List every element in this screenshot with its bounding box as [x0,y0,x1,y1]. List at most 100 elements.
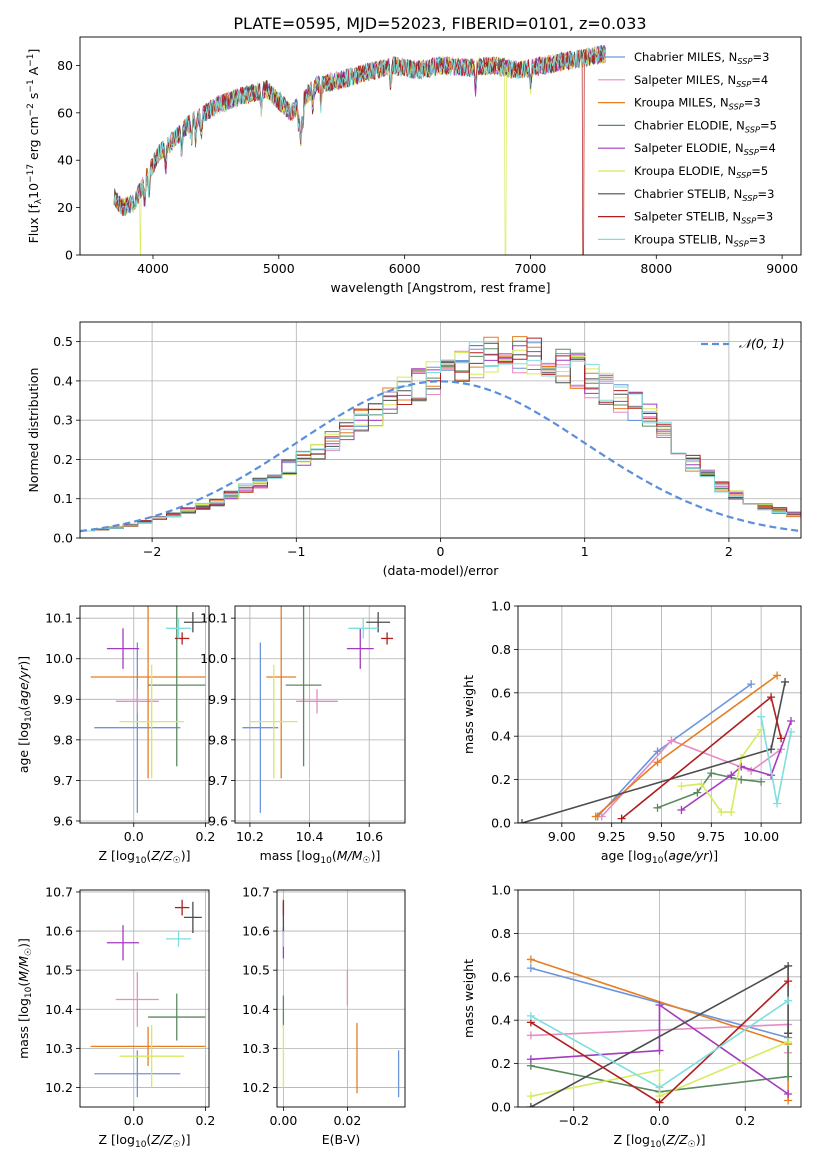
x-tick-label: 10.4 [296,829,324,844]
x-axis-label: Z [log10(Z/Z☉)] [614,1132,706,1150]
spectrum-legend: Chabrier MILES, NSSP=3 Salpeter MILES, NS… [598,50,777,248]
mass-vs-metallicity-panel: 0.0 0.2 10.2 10.3 10.4 10.5 10.6 10.7 Z [log10(Z… [16,884,215,1150]
errorbar-kroupa-miles [90,606,206,779]
errorbar-salpeter-elodie [346,628,374,669]
x-tick-label: 10.6 [355,829,383,844]
errorbar-kroupa-miles [90,1026,206,1066]
histograms [80,336,801,538]
y-tick-label: 0.5 [53,334,73,349]
weight-marker-chabrier-elodie [737,775,746,784]
grid [80,606,209,823]
grid [80,890,209,1107]
weight-line-salpeter-miles [601,739,782,818]
error-bars [90,899,206,1098]
mass-vs-ebv-panel: 0.00 0.02 10.2 10.3 10.4 10.5 10.6 10.7 E(B-V) [242,884,406,1147]
y-tick-label: 0.8 [491,926,511,941]
y-tick-label: 10.2 [242,1080,270,1095]
weight-marker-salpeter-elodie [655,1001,664,1010]
errorbar-chabrier-stelib [183,612,202,633]
x-axis-label: E(B-V) [322,1132,361,1147]
errorbar-kroupa-stelib [166,931,192,947]
ticks: 4000 5000 6000 7000 8000 9000 0 20 40 60 80 [57,58,798,276]
weight-marker-chabrier-stelib [784,1029,793,1038]
y-tick-label: 10.6 [45,924,73,939]
y-tick-label: 80 [57,58,73,73]
x-tick-label: 7000 [515,261,547,276]
y-tick-label: 9.8 [53,732,73,747]
y-tick-label: 0 [65,248,73,263]
y-tick-label: 9.9 [208,692,228,707]
y-tick-label: 9.6 [53,813,73,828]
axes-frame [234,605,406,824]
y-tick-label: 9.8 [208,732,228,747]
y-axis-label: Flux [fλ10−17 erg cm−2 s−1 A−1] [26,49,44,244]
x-tick-label: 10.2 [236,829,264,844]
x-tick-label: 9.75 [697,829,725,844]
ticks: 0.0 0.2 10.2 10.3 10.4 10.5 10.6 10.7 [45,884,215,1128]
errorbar-chabrier-stelib [366,612,391,633]
error-bars [90,606,206,813]
errorbar-chabrier-miles [94,1050,181,1098]
weight-line-salpeter-elodie [530,1003,789,1095]
x-tick-label: 9.00 [548,829,576,844]
y-tick-label: 10.0 [200,651,228,666]
y-tick-label: 0.0 [491,816,511,831]
legend-entry: Chabrier MILES, NSSP=3 [634,50,769,66]
weight-marker-salpeter-miles [526,1031,535,1040]
errorbar-chabrier-elodie [285,606,322,767]
weight-marker-kroupa-stelib [787,727,796,736]
age-vs-metallicity-panel: 0.0 0.2 9.6 9.7 9.8 9.9 10.0 10.1 Z [log10(Z/Z☉)… [16,605,215,866]
ticks: 9.00 9.25 9.50 9.75 10.00 0.0 0.2 0.4 0.6 0.8 1.0 [491,599,779,845]
weight-lines [526,955,793,1107]
errorbar-salpeter-stelib [174,632,190,645]
errorbar-salpeter-elodie [106,628,140,669]
errorbar-chabrier-miles [94,642,181,813]
x-tick-label: 10.00 [743,829,779,844]
x-tick-label: −2 [143,544,161,559]
weight-marker-salpeter-elodie [526,1055,535,1064]
x-axis-label: Z [log10(Z/Z☉)] [99,848,191,866]
weight-marker-kroupa-elodie [526,1092,535,1101]
legend-entry: Salpeter STELIB, NSSP=3 [634,210,773,226]
errorbar-kroupa-stelib [166,618,192,639]
weight-lines [518,671,796,823]
error-bars [242,606,394,813]
weight-marker-chabrier-stelib [781,677,790,686]
spectrum-kroupa-stelib [113,46,606,216]
y-tick-label: 0.3 [53,413,73,428]
y-tick-label: 10.0 [45,651,73,666]
weight-marker-kroupa-stelib [773,799,782,808]
errorbar-kroupa-stelib [348,618,379,639]
weight-line-chabrier-elodie [530,1033,789,1093]
weight-marker-salpeter-stelib [777,734,786,743]
errorbar-chabrier-elodie [148,993,206,1041]
weight-marker-salpeter-elodie [655,1046,664,1055]
weight-marker-chabrier-elodie [784,1072,793,1081]
y-tick-label: 9.7 [208,773,228,788]
y-tick-label: 0.8 [491,642,511,657]
weight-marker-chabrier-miles [526,964,535,973]
weight-marker-kroupa-stelib [526,1011,535,1020]
errorbar-chabrier-elodie [148,606,206,767]
y-axis-label: Normed distribution [26,368,41,493]
y-tick-label: 10.2 [45,1080,73,1095]
y-tick-label: 9.9 [53,692,73,707]
weight-marker-kroupa-elodie [727,808,736,817]
errorbar-kroupa-elodie [119,664,184,779]
axes-frame [517,605,802,824]
errorbar-chabrier-miles [242,642,279,813]
y-tick-label: 1.0 [491,599,511,614]
y-tick-label: 0.4 [53,373,73,388]
errorbar-salpeter-miles [115,972,159,1027]
x-axis-label: (data-model)/error [383,563,500,578]
axes-frame [79,36,802,256]
axes-frame [79,889,210,1108]
y-tick-label: 0.0 [53,531,73,546]
spectrum-salpeter-stelib [113,47,606,255]
y-axis-label: mass weight [461,959,476,1038]
errorbar-salpeter-elodie [106,925,140,961]
errorbar-kroupa-elodie [119,1024,184,1088]
weight-marker-kroupa-miles [526,955,535,964]
weight-marker-chabrier-stelib [526,1103,535,1107]
